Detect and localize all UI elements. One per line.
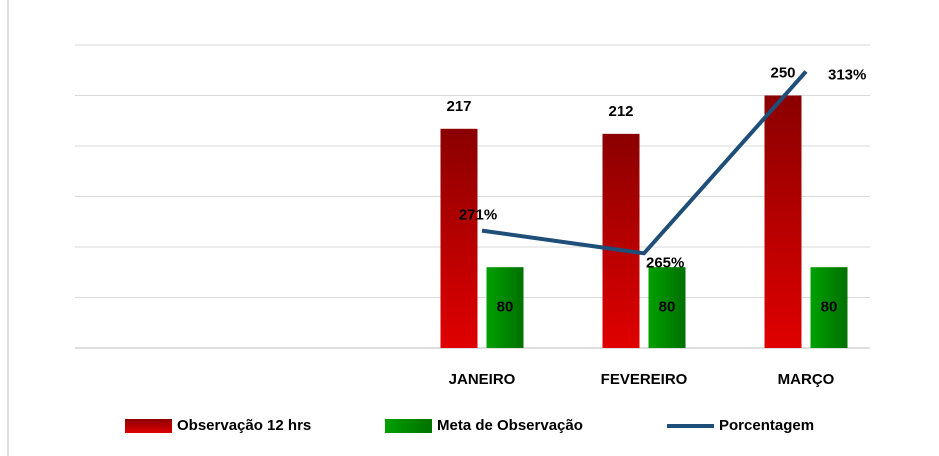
data-label: 271% [459, 207, 497, 224]
line [481, 70, 808, 256]
bar-shade [764, 95, 802, 348]
data-label: 212 [608, 103, 633, 120]
data-label: 217 [446, 98, 471, 115]
legend-label: Porcentagem [719, 417, 814, 434]
data-label: 313% [828, 66, 866, 83]
data-label: 265% [646, 254, 684, 271]
bar-shade [602, 133, 640, 348]
legend-swatch-shade [125, 419, 172, 433]
x-tick-label: MARÇO [778, 371, 835, 388]
legend-swatch-shade [385, 419, 432, 433]
data-label: 80 [659, 299, 676, 316]
x-tick-label: JANEIRO [449, 371, 516, 388]
bar-shade [648, 267, 686, 348]
bar-shade [810, 267, 848, 348]
data-label: 80 [497, 299, 514, 316]
legend-label: Meta de Observação [437, 417, 583, 434]
legend-label: Observação 12 hrs [177, 417, 311, 434]
data-label: 80 [821, 299, 838, 316]
x-tick-label: FEVEREIRO [601, 371, 688, 388]
bar-shade [440, 128, 478, 348]
bar-shade [486, 267, 524, 348]
data-label: 250 [770, 64, 795, 81]
